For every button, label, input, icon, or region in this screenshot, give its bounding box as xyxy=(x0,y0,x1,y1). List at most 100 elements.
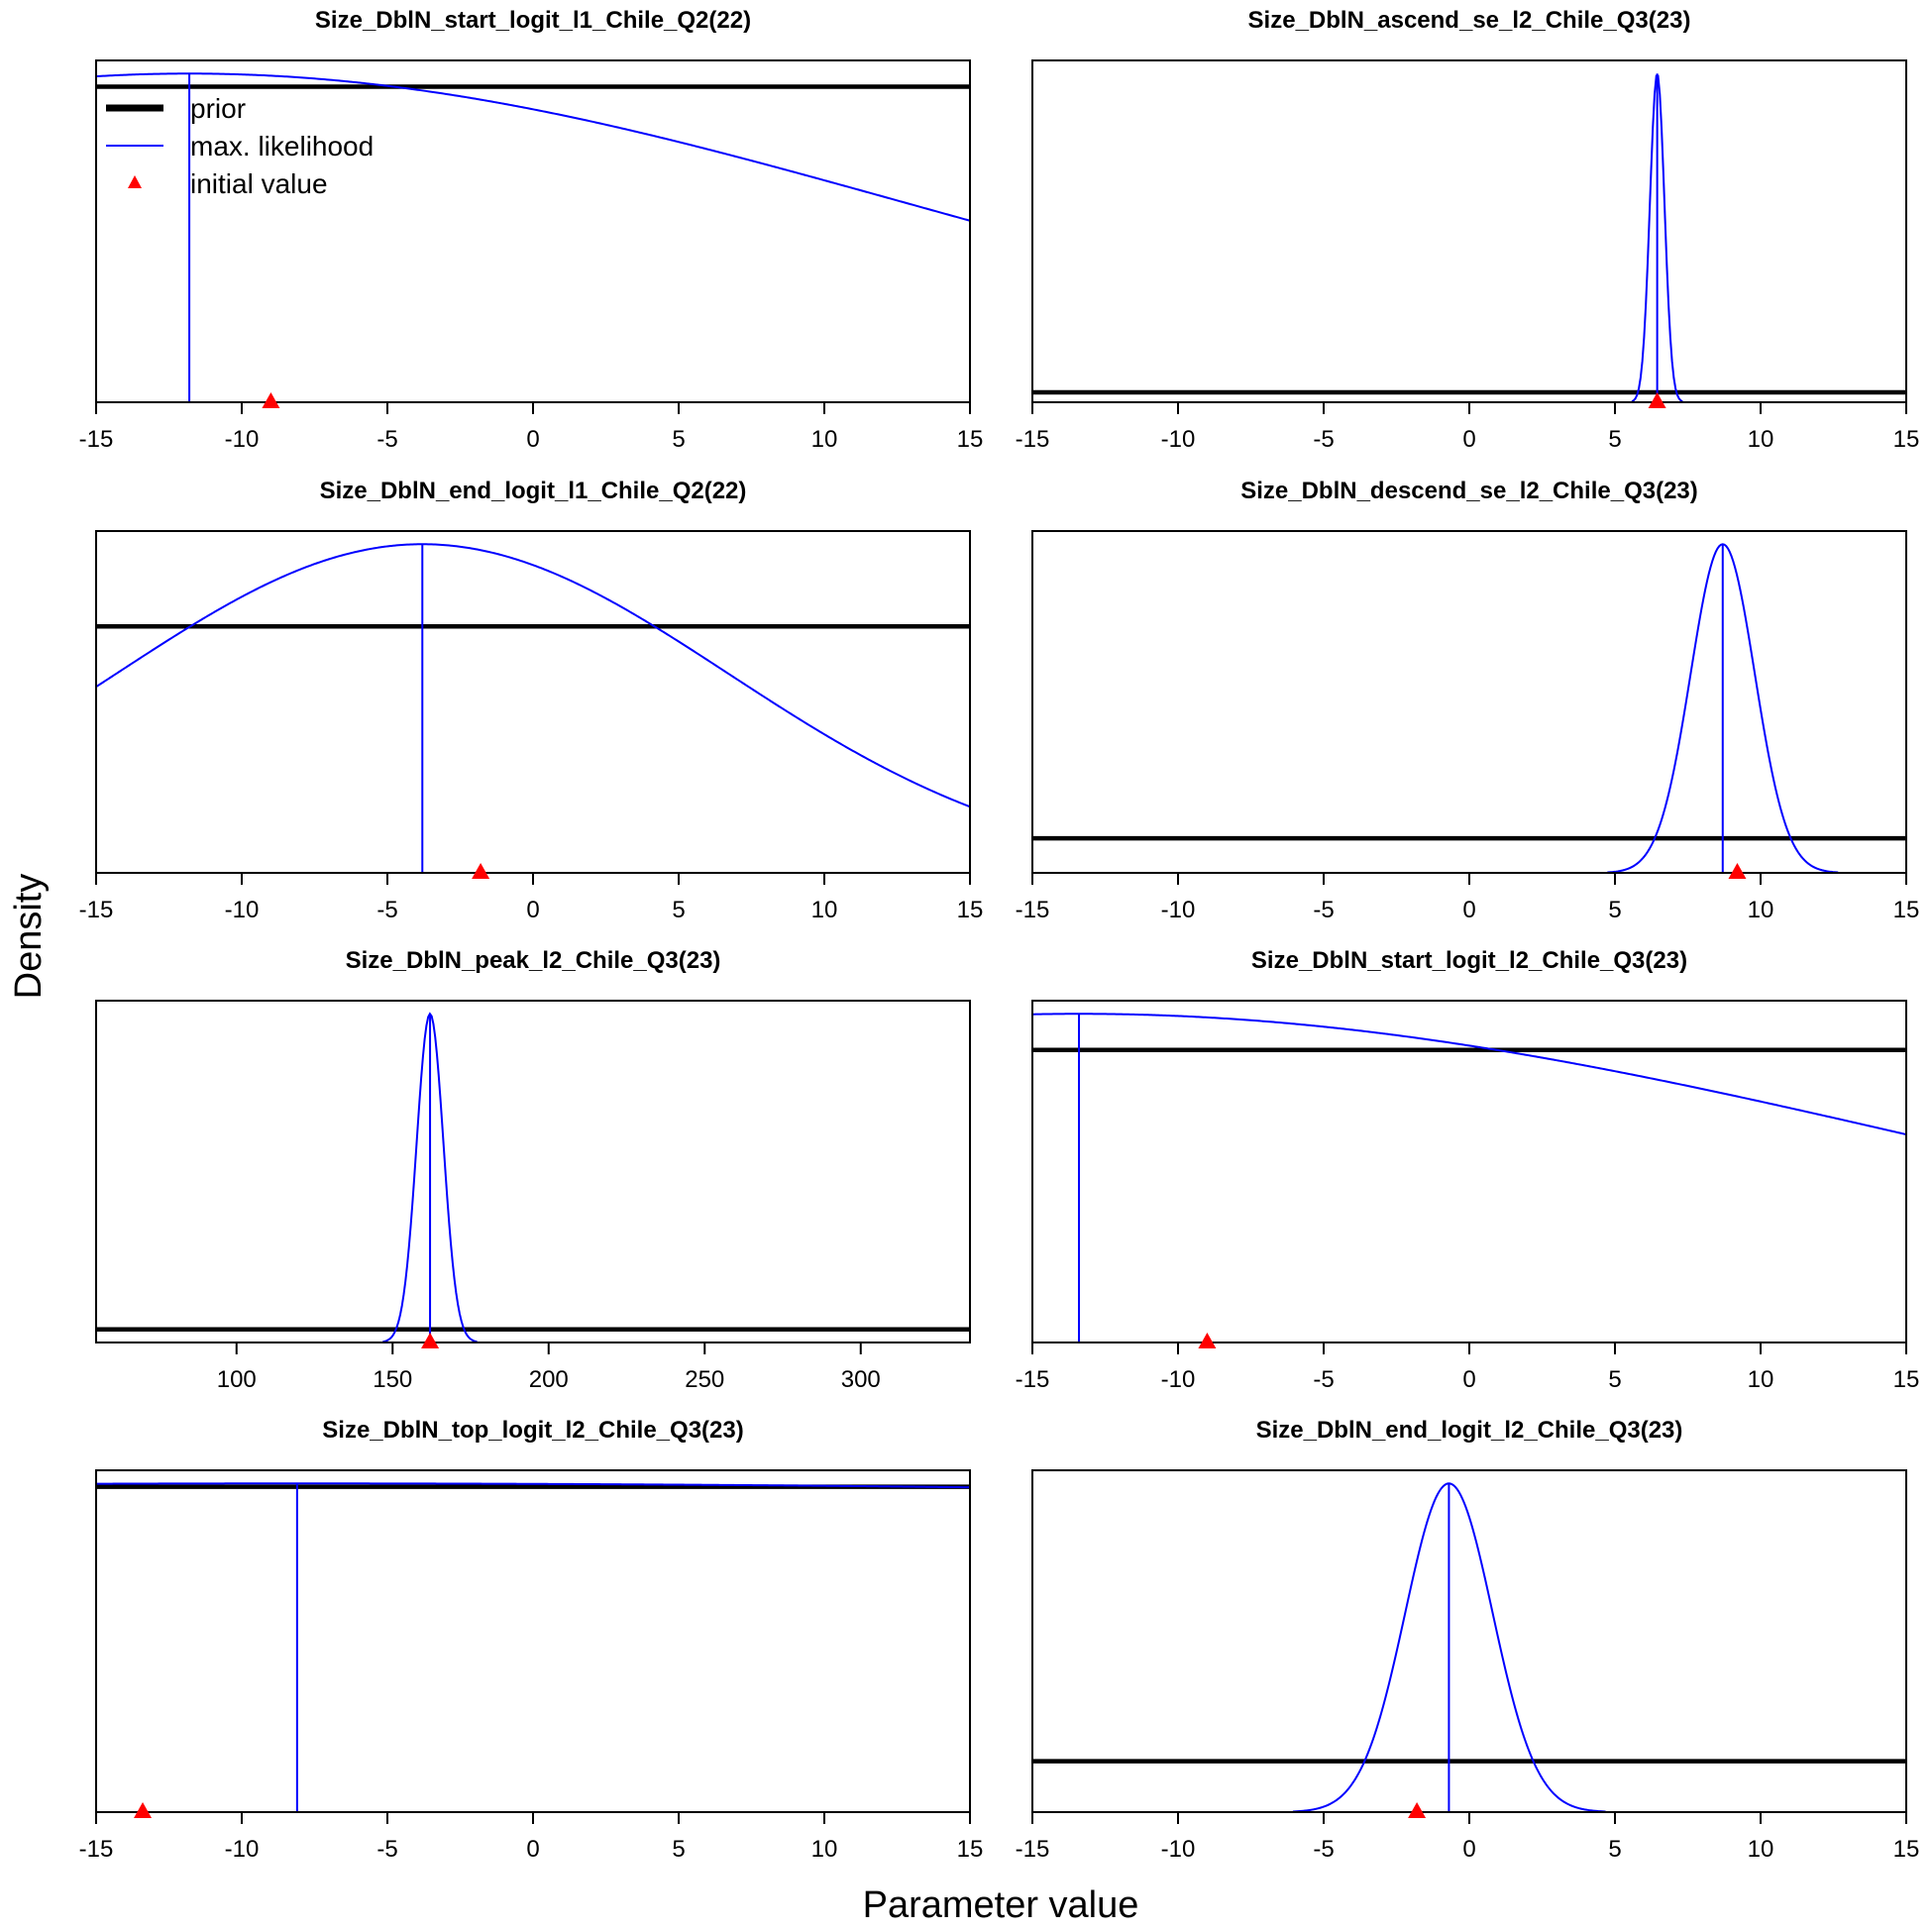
x-tick-label: 10 xyxy=(1748,1836,1774,1863)
x-tick-label: 10 xyxy=(811,897,838,923)
x-tick-label: -10 xyxy=(1161,897,1196,923)
panel-title: Size_DblN_start_logit_l1_Chile_Q2(22) xyxy=(315,7,751,34)
x-tick-label: -5 xyxy=(1313,426,1334,453)
x-tick-label: 5 xyxy=(1608,1366,1621,1393)
x-tick-label: -15 xyxy=(1016,1836,1050,1863)
initial-value-marker xyxy=(1648,392,1666,408)
x-tick-label: 150 xyxy=(373,1366,412,1393)
plot-area xyxy=(96,543,970,873)
x-tick-label: -5 xyxy=(376,426,397,453)
plot-area xyxy=(96,1482,970,1812)
x-tick-label: 15 xyxy=(1893,426,1920,453)
x-tick-label: -15 xyxy=(79,1836,114,1863)
panel-4: Size_DblN_descend_se_l2_Chile_Q3(23) -15 -… xyxy=(1016,478,1920,923)
panel-6: Size_DblN_start_logit_l2_Chile_Q3(23) -15… xyxy=(1016,947,1920,1393)
panel-frame xyxy=(95,1000,971,1343)
x-tick-label: 0 xyxy=(1462,426,1475,453)
initial-value-marker xyxy=(134,1802,153,1818)
panel-title: Size_DblN_ascend_se_l2_Chile_Q3(23) xyxy=(1248,7,1691,34)
x-tick-label: 0 xyxy=(1462,1366,1475,1393)
x-tick-label: 10 xyxy=(1748,1366,1774,1393)
x-tick-label: 5 xyxy=(672,897,685,923)
plot-area xyxy=(1032,543,1906,873)
panel-title: Size_DblN_end_logit_l2_Chile_Q3(23) xyxy=(1256,1417,1683,1444)
plot-area xyxy=(1032,1482,1906,1812)
x-tick-label: 300 xyxy=(841,1366,881,1393)
x-tick-label: -15 xyxy=(1016,1366,1050,1393)
initial-value-marker xyxy=(472,863,490,879)
y-axis-title: Density xyxy=(8,874,50,1000)
initial-value-marker xyxy=(1198,1333,1217,1348)
x-tick-label: -5 xyxy=(1313,897,1334,923)
initial-value-marker xyxy=(1408,1802,1427,1818)
x-tick-label: -10 xyxy=(1161,1836,1196,1863)
panel-title: Size_DblN_descend_se_l2_Chile_Q3(23) xyxy=(1240,478,1698,504)
x-tick-label: -10 xyxy=(225,897,260,923)
x-tick-label: -15 xyxy=(79,897,114,923)
x-tick-label: 0 xyxy=(1462,897,1475,923)
x-tick-label: -10 xyxy=(225,426,260,453)
initial-value-marker xyxy=(1728,863,1747,879)
x-tick-label: -10 xyxy=(1161,426,1196,453)
x-tick-label: -15 xyxy=(79,426,114,453)
x-tick-label: -10 xyxy=(225,1836,260,1863)
x-tick-label: 15 xyxy=(957,1836,984,1863)
x-tick-label: 15 xyxy=(1893,1836,1920,1863)
x-tick-label: 5 xyxy=(1608,426,1621,453)
x-tick-label: 0 xyxy=(526,897,539,923)
legend-label-2: initial value xyxy=(190,168,328,199)
x-tick-label: -10 xyxy=(1161,1366,1196,1393)
plot-area xyxy=(96,1012,970,1342)
panel-7: Size_DblN_top_logit_l2_Chile_Q3(23) -15 -1… xyxy=(79,1417,984,1863)
x-tick-label: 15 xyxy=(1893,897,1920,923)
panel-frame xyxy=(1031,530,1907,874)
likelihood-curve xyxy=(96,543,970,808)
panel-title: Size_DblN_top_logit_l2_Chile_Q3(23) xyxy=(322,1417,743,1444)
x-tick-label: 100 xyxy=(217,1366,257,1393)
plot-area xyxy=(96,72,970,402)
x-tick-label: -15 xyxy=(1016,426,1050,453)
x-tick-label: 200 xyxy=(529,1366,569,1393)
initial-value-marker xyxy=(262,392,280,408)
x-tick-label: -5 xyxy=(1313,1836,1334,1863)
panels: Size_DblN_start_logit_l1_Chile_Q2(22) -15… xyxy=(79,7,1920,1863)
x-tick-label: -5 xyxy=(1313,1366,1334,1393)
x-tick-label: 10 xyxy=(1748,897,1774,923)
panel-frame xyxy=(95,530,971,874)
x-tick-label: 10 xyxy=(1748,426,1774,453)
x-tick-label: -5 xyxy=(376,897,397,923)
x-tick-label: 15 xyxy=(957,897,984,923)
x-tick-label: 15 xyxy=(957,426,984,453)
x-axis-title: Parameter value xyxy=(863,1884,1139,1926)
plot-area xyxy=(1032,1013,1906,1342)
x-tick-label: 0 xyxy=(526,1836,539,1863)
legend-swatch-2 xyxy=(128,175,142,188)
likelihood-curve xyxy=(96,1482,970,1489)
panel-2: Size_DblN_ascend_se_l2_Chile_Q3(23) -15 -1… xyxy=(1016,7,1920,453)
panel-5: Size_DblN_peak_l2_Chile_Q3(23) 100 150 200 2… xyxy=(95,947,971,1393)
x-tick-label: 0 xyxy=(1462,1836,1475,1863)
likelihood-curve xyxy=(1032,1013,1906,1135)
likelihood-curve xyxy=(96,72,970,222)
panel-title: Size_DblN_peak_l2_Chile_Q3(23) xyxy=(346,947,721,974)
legend: prior max. likelihood initial value xyxy=(106,93,374,199)
initial-value-marker xyxy=(421,1333,440,1348)
x-tick-label: 0 xyxy=(526,426,539,453)
panel-title: Size_DblN_end_logit_l1_Chile_Q2(22) xyxy=(320,478,747,504)
legend-label-0: prior xyxy=(190,93,246,124)
panel-1: Size_DblN_start_logit_l1_Chile_Q2(22) -15… xyxy=(79,7,984,453)
x-tick-label: -5 xyxy=(376,1836,397,1863)
x-tick-label: -15 xyxy=(1016,897,1050,923)
panel-title: Size_DblN_start_logit_l2_Chile_Q3(23) xyxy=(1251,947,1687,974)
x-tick-label: 15 xyxy=(1893,1366,1920,1393)
x-tick-label: 10 xyxy=(811,1836,838,1863)
legend-label-1: max. likelihood xyxy=(190,131,374,161)
panel-3: Size_DblN_end_logit_l1_Chile_Q2(22) -15 -1… xyxy=(79,478,984,923)
plot-area xyxy=(1032,73,1906,402)
x-tick-label: 5 xyxy=(672,426,685,453)
x-tick-label: 5 xyxy=(1608,897,1621,923)
panel-frame xyxy=(1031,59,1907,403)
panel-frame xyxy=(95,1469,971,1813)
panel-8: Size_DblN_end_logit_l2_Chile_Q3(23) -15 -1… xyxy=(1016,1417,1920,1863)
